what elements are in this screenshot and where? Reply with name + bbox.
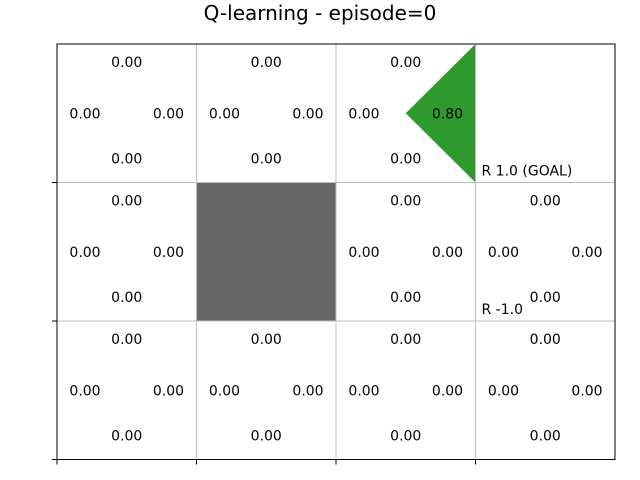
q-value-up: 0.00 (111, 194, 142, 210)
q-value-left: 0.00 (348, 245, 379, 261)
q-value-down: 0.00 (111, 429, 142, 445)
q-value-up: 0.00 (111, 55, 142, 71)
q-value-up: 0.00 (530, 194, 561, 210)
q-value-up: 0.00 (111, 332, 142, 348)
q-value-up: 0.00 (390, 55, 421, 71)
q-value-right: 0.00 (153, 245, 184, 261)
q-value-up: 0.00 (530, 332, 561, 348)
q-value-left: 0.00 (69, 383, 100, 399)
q-value-up: 0.00 (251, 55, 282, 71)
q-value-down: 0.00 (530, 290, 561, 306)
q-value-down: 0.00 (111, 290, 142, 306)
q-value-right: 0.00 (432, 383, 463, 399)
q-value-right: 0.80 (432, 106, 463, 122)
wall-cell (196, 182, 336, 321)
q-value-left: 0.00 (209, 106, 240, 122)
q-value-left: 0.00 (488, 383, 519, 399)
q-value-up: 0.00 (390, 332, 421, 348)
q-value-right: 0.00 (571, 245, 602, 261)
q-value-right: 0.00 (153, 383, 184, 399)
plot-title: Q-learning - episode=0 (203, 1, 437, 25)
q-value-right: 0.00 (292, 106, 323, 122)
q-value-right: 0.00 (432, 245, 463, 261)
q-value-down: 0.00 (251, 152, 282, 168)
q-value-down: 0.00 (390, 290, 421, 306)
q-value-down: 0.00 (251, 429, 282, 445)
reward-label: R 1.0 (GOAL) (482, 164, 573, 180)
q-value-highlight-triangle (405, 44, 476, 183)
q-value-right: 0.00 (153, 106, 184, 122)
reward-label: R -1.0 (482, 302, 524, 318)
q-value-down: 0.00 (390, 152, 421, 168)
q-value-left: 0.00 (69, 245, 100, 261)
q-value-right: 0.00 (292, 383, 323, 399)
q-value-left: 0.00 (348, 106, 379, 122)
q-value-left: 0.00 (69, 106, 100, 122)
q-value-left: 0.00 (488, 245, 519, 261)
q-value-right: 0.00 (571, 383, 602, 399)
q-value-left: 0.00 (348, 383, 379, 399)
q-value-up: 0.00 (390, 194, 421, 210)
q-value-down: 0.00 (390, 429, 421, 445)
q-value-up: 0.00 (251, 332, 282, 348)
q-value-left: 0.00 (209, 383, 240, 399)
q-value-down: 0.00 (111, 152, 142, 168)
q-value-down: 0.00 (530, 429, 561, 445)
